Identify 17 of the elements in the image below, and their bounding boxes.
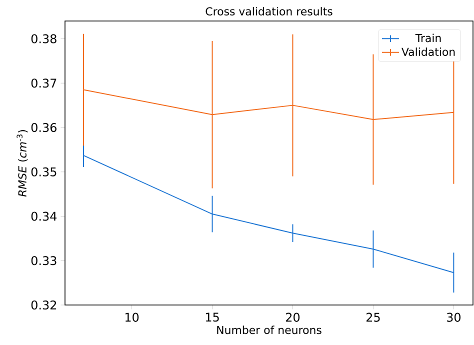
legend-label: Validation <box>402 48 455 56</box>
y-tick-label: 0.33 <box>31 256 56 266</box>
x-axis-title: Number of neurons <box>217 326 322 334</box>
y-tick-label: 0.37 <box>31 78 56 88</box>
y-tick-label: 0.34 <box>31 212 57 221</box>
x-tick-label: 15 <box>206 312 219 322</box>
y-tick-label: 0.35 <box>31 167 56 176</box>
x-tick-label: 25 <box>366 312 380 322</box>
chart-title: Cross validation results <box>206 7 332 16</box>
x-tick-label: 20 <box>286 312 300 322</box>
x-tick-label: 10 <box>126 312 139 322</box>
y-tick-label: 0.32 <box>31 300 56 310</box>
y-tick-label: 0.38 <box>31 34 56 44</box>
legend-label: Train <box>415 34 441 42</box>
y-axis-title: RMSE (cm$^{-3}$) <box>16 130 28 197</box>
x-tick-label: 30 <box>446 312 461 322</box>
y-tick-label: 0.36 <box>31 122 56 132</box>
